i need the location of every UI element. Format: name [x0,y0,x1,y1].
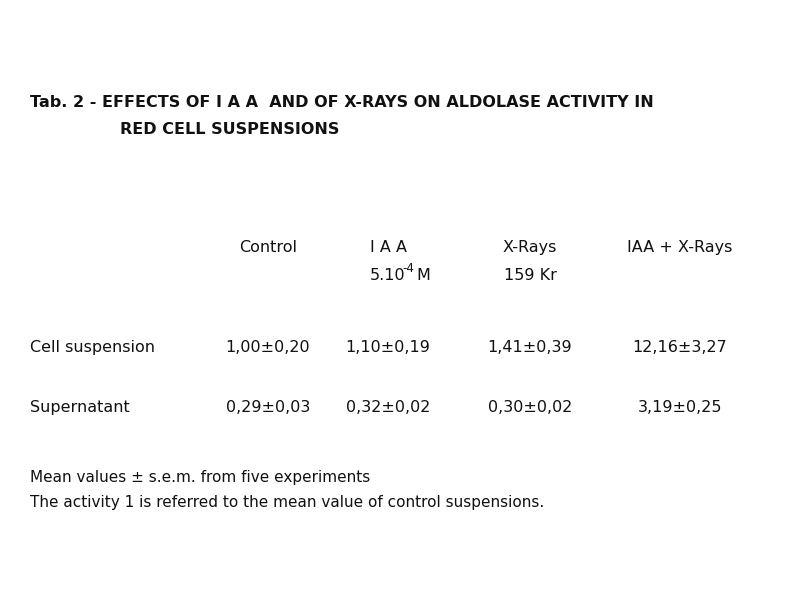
Text: Tab. 2 - EFFECTS OF I A A  AND OF X-RAYS ON ALDOLASE ACTIVITY IN: Tab. 2 - EFFECTS OF I A A AND OF X-RAYS … [30,95,654,110]
Text: 3,19±0,25: 3,19±0,25 [638,400,722,415]
Text: IAA + X-Rays: IAA + X-Rays [627,240,733,255]
Text: The activity 1 is referred to the mean value of control suspensions.: The activity 1 is referred to the mean v… [30,495,544,510]
Text: 1,10±0,19: 1,10±0,19 [346,340,430,355]
Text: X-Rays: X-Rays [503,240,557,255]
Text: RED CELL SUSPENSIONS: RED CELL SUSPENSIONS [120,122,339,137]
Text: I A A: I A A [370,240,406,255]
Text: 12,16±3,27: 12,16±3,27 [633,340,727,355]
Text: 1,00±0,20: 1,00±0,20 [226,340,310,355]
Text: Supernatant: Supernatant [30,400,130,415]
Text: 0,32±0,02: 0,32±0,02 [346,400,430,415]
Text: M: M [416,268,430,283]
Text: Mean values ± s.e.m. from five experiments: Mean values ± s.e.m. from five experimen… [30,470,370,485]
Text: 1,41±0,39: 1,41±0,39 [488,340,572,355]
Text: 0,30±0,02: 0,30±0,02 [488,400,572,415]
Text: 0,29±0,03: 0,29±0,03 [226,400,310,415]
Text: 159 Kr: 159 Kr [503,268,557,283]
Text: -4: -4 [402,262,414,275]
Text: 5.10: 5.10 [370,268,406,283]
Text: Cell suspension: Cell suspension [30,340,155,355]
Text: Control: Control [239,240,297,255]
